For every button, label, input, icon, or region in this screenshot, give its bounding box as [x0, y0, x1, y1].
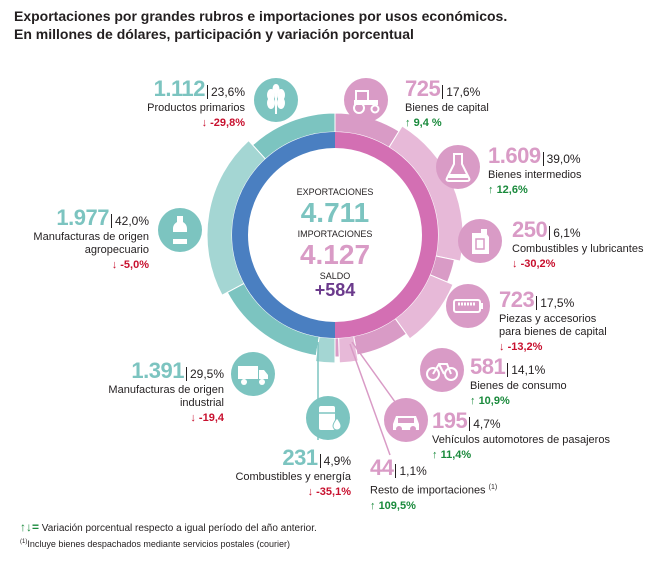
chart-title-line1: Exportaciones por grandes rubros e impor… — [14, 8, 508, 24]
label-bienes-intermedios: Bienes intermedios — [488, 169, 582, 181]
share-bienes-intermedios: 39,0% — [542, 152, 581, 166]
up-arrow-icon: ↑ — [488, 184, 494, 196]
value-bienes-consumo: 581 — [470, 354, 506, 379]
center-exports-value: 4.711 — [300, 197, 370, 228]
legend-arrows-icon: ↑↓= — [20, 520, 40, 534]
import-slice-6 — [334, 337, 340, 358]
label-vehiculos: Vehículos automotores de pasajeros — [432, 434, 610, 446]
label-bienes-consumo: Bienes de consumo — [470, 380, 567, 392]
jerrycan-icon — [458, 219, 502, 263]
var-bienes-capital: 9,4 % — [413, 117, 442, 129]
value-piezas-accesorios: 723 — [499, 287, 535, 312]
item-piezas-accesorios: 723 17,5% Piezas y accesorios para bienes… — [499, 287, 617, 353]
footer-note-sup: (1) — [20, 539, 28, 545]
value-bienes-intermedios: 1.609 — [488, 143, 541, 168]
share-combustibles-energia: 4,9% — [319, 454, 351, 468]
share-piezas-accesorios: 17,5% — [536, 296, 575, 310]
down-arrow-icon: ↓ — [499, 341, 505, 353]
item-moi: 1.391 29,5% Manufacturas de origen indust… — [104, 358, 224, 424]
up-arrow-icon: ↑ — [470, 395, 476, 407]
var-combustibles-energia: -35,1% — [316, 486, 351, 498]
var-combustibles-lubricantes: -30,2% — [520, 258, 556, 270]
label-combustibles-lubricantes: Combustibles y lubricantes — [512, 243, 644, 255]
wheat-icon — [254, 78, 298, 122]
value-bienes-capital: 725 — [405, 76, 441, 101]
item-productos-primarios: 1.112 23,6% Productos primarios ↓ -29,8% — [45, 76, 245, 129]
var-moa: -5,0% — [120, 259, 149, 271]
footer-note-text: Incluye bienes despachados mediante serv… — [27, 539, 290, 549]
center-exports-label: EXPORTACIONES — [296, 187, 374, 197]
down-arrow-icon: ↓ — [512, 258, 518, 270]
label-piezas-accesorios: Piezas y accesorios para bienes de capit… — [499, 313, 607, 338]
down-arrow-icon: ↓ — [111, 259, 118, 271]
item-bienes-intermedios: 1.609 39,0% Bienes intermedios ↑ 12,6% — [488, 143, 638, 196]
down-arrow-icon: ↓ — [190, 412, 196, 424]
label-bienes-capital: Bienes de capital — [405, 102, 489, 114]
chart-title-line2: En millones de dólares, participación y … — [14, 26, 414, 42]
item-moa: 1.977 42,0% Manufacturas de origen agrope… — [9, 205, 149, 271]
item-bienes-consumo: 581 14,1% Bienes de consumo ↑ 10,9% — [470, 354, 620, 407]
share-vehiculos: 4,7% — [469, 417, 501, 431]
var-moi: -19,4 — [198, 412, 224, 424]
label-resto-sup: (1) — [488, 484, 498, 491]
car-icon — [384, 398, 428, 442]
center-saldo-value: +584 — [314, 280, 356, 300]
up-arrow-icon: ↑ — [405, 117, 411, 129]
var-vehiculos: 11,4% — [440, 449, 472, 461]
item-combustibles-lubricantes: 250 6,1% Combustibles y lubricantes ↓ -30… — [512, 217, 662, 270]
share-combustibles-lubricantes: 6,1% — [549, 226, 581, 240]
down-arrow-icon: ↓ — [201, 117, 208, 129]
label-combustibles-energia: Combustibles y energía — [235, 471, 351, 483]
up-arrow-icon: ↑ — [370, 499, 376, 512]
label-moa: Manufacturas de origen agropecuario — [33, 231, 149, 256]
fuel-drum-icon — [306, 396, 350, 440]
center-imports-label: IMPORTACIONES — [297, 229, 373, 239]
share-resto-importaciones: 1,1% — [395, 464, 427, 478]
share-moi: 29,5% — [185, 367, 224, 381]
bicycle-icon — [420, 348, 464, 392]
up-arrow-icon: ↑ — [432, 449, 438, 461]
label-moi: Manufacturas de origen industrial — [108, 384, 224, 409]
var-bienes-consumo: 10,9% — [478, 395, 510, 407]
label-resto-importaciones: Resto de importaciones — [370, 484, 486, 497]
truck-icon — [231, 352, 275, 396]
value-moa: 1.977 — [56, 205, 109, 230]
value-resto-importaciones: 44 — [370, 455, 394, 480]
leader-line-resto — [349, 343, 391, 456]
footer-legend: ↑↓= Variación porcentual respecto a igua… — [20, 520, 317, 534]
bottle-icon — [158, 208, 202, 252]
value-combustibles-energia: 231 — [282, 445, 318, 470]
value-moi: 1.391 — [131, 358, 184, 383]
value-productos-primarios: 1.112 — [153, 76, 206, 101]
footer-legend-text: Variación porcentual respecto a igual pe… — [41, 523, 317, 534]
var-piezas-accesorios: -13,2% — [507, 341, 543, 353]
center-imports-value: 4.127 — [299, 239, 371, 270]
battery-icon — [446, 284, 490, 328]
var-resto-importaciones: 109,5% — [378, 499, 416, 512]
label-productos-primarios: Productos primarios — [147, 102, 245, 114]
footer-note: (1)Incluye bienes despachados mediante s… — [20, 539, 290, 549]
share-bienes-capital: 17,6% — [442, 85, 481, 99]
item-vehiculos: 195 4,7% Vehículos automotores de pasajer… — [432, 408, 632, 461]
import-inner-ring — [334, 132, 438, 338]
value-combustibles-lubricantes: 250 — [512, 217, 548, 242]
export-inner-ring — [232, 132, 336, 338]
center-saldo-label: SALDO — [319, 271, 351, 281]
share-productos-primarios: 23,6% — [206, 85, 245, 99]
item-combustibles-energia: 231 4,9% Combustibles y energía ↓ -35,1% — [211, 445, 351, 498]
tractor-icon — [344, 78, 388, 122]
var-productos-primarios: -29,8% — [210, 117, 245, 129]
flask-icon — [436, 145, 480, 189]
down-arrow-icon: ↓ — [307, 486, 314, 498]
item-resto-importaciones: 44 1,1% Resto de importaciones (1) ↑ 109,… — [370, 455, 520, 512]
value-vehiculos: 195 — [432, 408, 468, 433]
item-bienes-capital: 725 17,6% Bienes de capital ↑ 9,4 % — [405, 76, 555, 129]
share-bienes-consumo: 14,1% — [507, 363, 546, 377]
var-bienes-intermedios: 12,6% — [496, 184, 528, 196]
share-moa: 42,0% — [110, 214, 149, 228]
